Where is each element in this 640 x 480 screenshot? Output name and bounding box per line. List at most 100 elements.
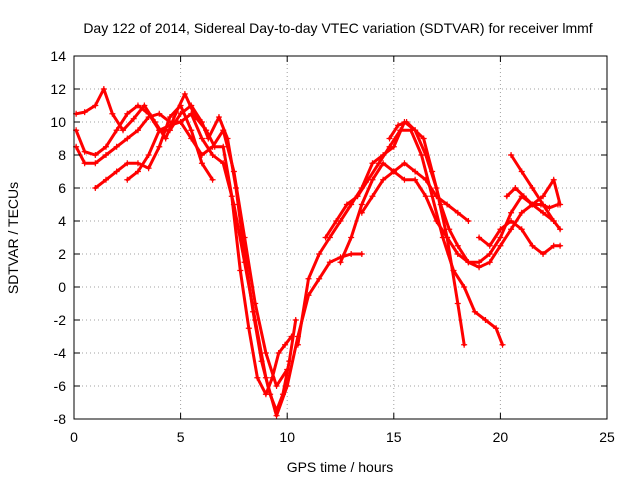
data-point [181,90,188,97]
data-point [520,193,527,200]
data-point [198,160,205,167]
data-point [273,383,280,389]
data-point [305,275,312,282]
data-point [102,143,109,150]
y-tick-label: 8 [58,147,66,163]
data-point [198,135,205,142]
data-point [518,226,525,233]
data-point [109,110,116,117]
data-point [284,383,291,389]
data-point [262,374,269,381]
data-point [102,176,109,183]
data-point [113,143,120,150]
data-point [294,341,301,348]
data-point [141,102,148,109]
data-point [134,127,141,134]
data-point [499,341,506,348]
x-tick-label: 20 [493,429,509,445]
data-point [412,176,419,183]
data-point [188,102,195,109]
data-point [220,127,227,134]
data-point [92,185,99,191]
data-point [401,160,408,167]
data-point [198,119,205,125]
data-point [134,160,141,167]
data-point [252,317,259,323]
data-point [209,152,216,158]
data-point [486,259,493,266]
data-point [102,152,109,158]
data-point [550,176,557,183]
data-point [508,218,515,224]
data-point [354,193,361,200]
data-point [529,201,536,208]
data-point [254,374,261,381]
data-point [124,160,131,167]
data-point [81,148,88,155]
y-tick-label: 0 [58,279,66,295]
data-point [124,176,131,183]
data-point [418,152,425,158]
data-point [486,251,493,257]
data-point [508,152,515,158]
data-point [92,152,99,158]
data-point [476,234,483,241]
data-point [397,127,404,134]
series-sat-c [73,110,365,419]
data-point [503,193,510,200]
data-point [358,251,365,257]
data-point [546,204,553,211]
data-point [81,160,88,167]
y-tick-label: 10 [50,114,66,130]
data-point [446,226,453,233]
data-point [156,127,163,134]
data-point [512,185,519,191]
series-sat-a [73,86,295,398]
data-point [241,234,248,241]
data-point [337,259,344,266]
data-point [386,135,393,142]
data-point [508,209,515,216]
data-point [333,218,340,224]
x-tick-label: 0 [70,429,78,445]
data-point [412,127,419,134]
series-line [74,112,364,418]
data-point [262,350,269,356]
data-point [198,152,205,158]
data-point [188,135,195,142]
data-point [205,135,212,142]
data-point [348,251,355,257]
data-point [465,259,472,266]
data-point [326,259,333,266]
data-point [134,102,141,109]
data-point [395,122,402,129]
data-point [188,127,195,134]
data-point [369,193,376,200]
data-point [461,341,468,348]
series-line [125,120,289,388]
data-point [444,201,451,208]
data-point [273,412,280,419]
data-point [540,209,547,216]
data-point [156,110,163,117]
data-point [220,160,227,167]
data-point [220,143,227,150]
data-point [145,165,152,172]
data-point [316,275,323,282]
data-point [540,251,547,257]
data-point [476,264,483,271]
data-point [120,127,127,134]
data-point [557,226,564,233]
data-point [275,350,282,356]
data-point [215,114,222,121]
data-point [209,176,216,183]
data-point [518,168,525,175]
series-sat-k [476,218,564,257]
plot-frame [73,55,608,420]
data-point [454,242,461,249]
data-point [486,242,493,249]
data-point [237,267,244,274]
data-point [134,168,141,175]
series-sat-l [503,185,561,211]
data-point [518,209,525,216]
